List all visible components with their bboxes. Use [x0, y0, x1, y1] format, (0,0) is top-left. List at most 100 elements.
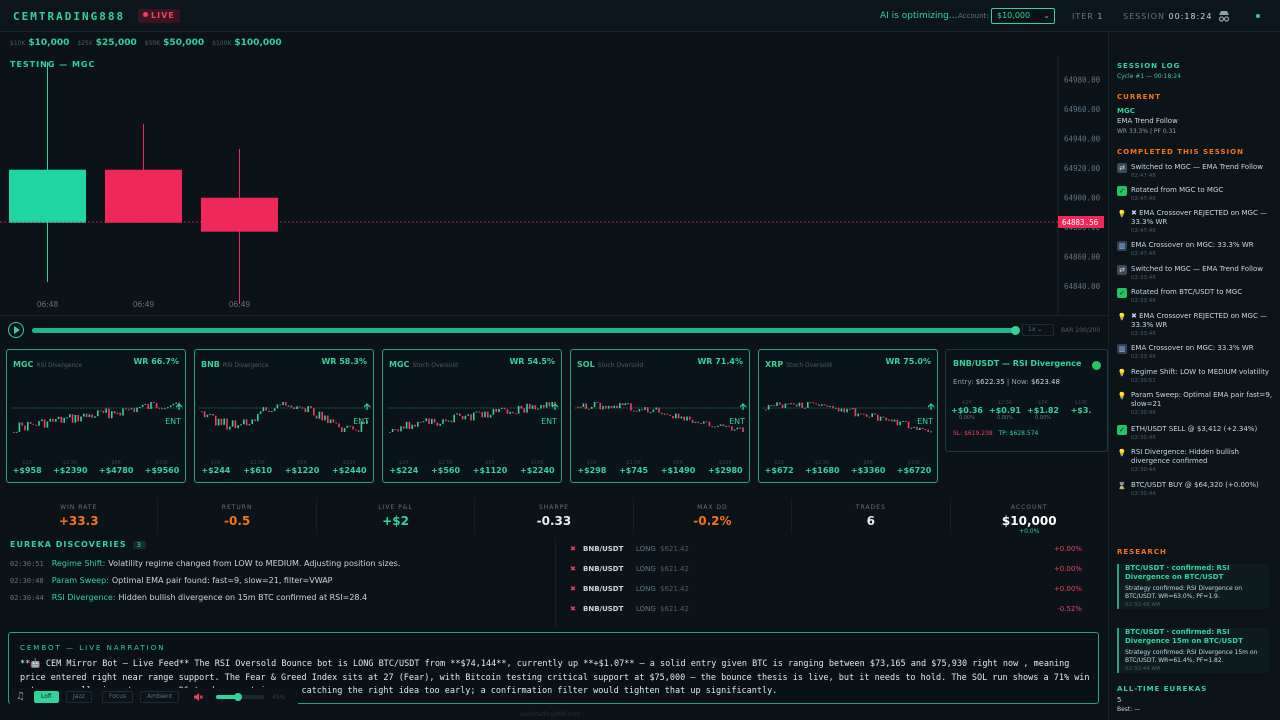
trade-row[interactable]: ✖ BNB/USDT LONG $621.42 +0.00%	[570, 545, 1090, 557]
projection-value: +$1.82	[1026, 406, 1059, 415]
log-time: 02:30:44	[1131, 491, 1156, 497]
play-button[interactable]	[8, 322, 24, 338]
mini-candle	[924, 429, 927, 431]
main-chart[interactable]: 64980.00 64960.00 64940.00 64920.00 64900.00…	[0, 56, 1108, 316]
session-sidebar: SESSION LOG Cycle #1 — 00:18:24 CURRENT …	[1108, 32, 1280, 720]
mood-tab-focus[interactable]: Focus	[102, 691, 134, 703]
trade-row[interactable]: ✖ BNB/USDT LONG $621.42 -0.52%	[570, 605, 1090, 617]
mini-candle	[577, 406, 579, 408]
projection-value: +$560	[431, 466, 461, 475]
mini-candle	[661, 412, 663, 415]
mini-candle	[69, 414, 71, 418]
sl-value: $619.238	[964, 430, 993, 437]
log-message: Switched to MGC — EMA Trend Follow	[1131, 265, 1263, 273]
mini-candle	[55, 419, 57, 422]
strategy-card[interactable]: BNB RSI Divergence WR 58.3% ENT $1K +$244 $2.5…	[194, 349, 374, 483]
playback-progress-fill	[32, 328, 1016, 333]
eureka-message: Volatility regime changed from LOW to ME…	[108, 559, 401, 568]
check-icon: ✓	[1117, 186, 1127, 196]
research-item[interactable]: BTC/USDT · confirmed: RSI Divergence on …	[1117, 564, 1269, 609]
mini-candle	[422, 421, 425, 423]
mini-candle	[346, 425, 349, 428]
chart-icon: ▥	[1117, 241, 1127, 251]
stat-account: ACCOUNT $10,000 +0.0%	[951, 498, 1108, 535]
mini-candle	[927, 429, 929, 432]
mini-candle	[680, 416, 683, 419]
projection-capital: $1K	[774, 460, 784, 466]
strategy-card[interactable]: MGC RSI Divergence WR 66.7% ENT $1K +$958 $2.5…	[6, 349, 186, 483]
log-time: 02:30:48	[1131, 435, 1156, 441]
mini-candle	[57, 416, 60, 420]
eureka-time: 02:30:48	[10, 577, 44, 585]
mini-candle	[296, 406, 298, 410]
mini-candle	[161, 408, 163, 410]
mini-candle	[921, 427, 924, 430]
y-tick-label: 64840.00	[1064, 282, 1101, 291]
mini-candle	[773, 405, 775, 407]
trade-symbol: BNB/USDT	[583, 585, 624, 593]
mini-candle	[534, 405, 537, 410]
log-message: BTC/USDT BUY @ $64,320 (+0.00%)	[1131, 481, 1259, 489]
trade-row[interactable]: ✖ BNB/USDT LONG $621.42 +0.00%	[570, 565, 1090, 577]
mini-candle	[501, 407, 503, 410]
mini-candle	[46, 421, 49, 428]
mini-candle	[450, 420, 453, 423]
projection-value: +$0.36	[950, 406, 983, 415]
research-item[interactable]: BTC/USDT · confirmed: RSI Divergence 15m…	[1117, 628, 1269, 673]
incognito-icon[interactable]	[1217, 9, 1231, 23]
projection: $5K +$1120	[473, 460, 508, 475]
mini-candle	[88, 414, 91, 418]
projection-value: +$1490	[660, 466, 696, 475]
mini-candle	[21, 422, 23, 426]
milestone-sub: $100K	[212, 40, 232, 47]
eureka-key: Param Sweep:	[51, 576, 109, 585]
trade-row[interactable]: ✖ BNB/USDT LONG $621.42 +0.00%	[570, 585, 1090, 597]
mini-candle	[677, 413, 680, 419]
projection-value: +$2390	[52, 466, 88, 475]
stat-value: $10,000	[1001, 514, 1057, 528]
mini-candle	[394, 428, 397, 430]
eureka-key: Regime Shift:	[51, 559, 106, 568]
mini-candle	[99, 410, 102, 412]
mini-candle	[102, 410, 105, 413]
mood-tab-lofi[interactable]: Lofi	[34, 691, 59, 703]
mini-candle	[916, 426, 918, 431]
log-text: RSI Divergence: Hidden bullish divergenc…	[1131, 448, 1277, 474]
mini-candle	[248, 424, 251, 426]
mini-candle	[290, 405, 293, 408]
log-message: EMA Crossover on MGC: 33.3% WR	[1131, 344, 1254, 352]
entry-marker-label: ENT	[917, 417, 933, 426]
mini-candle	[902, 421, 904, 423]
log-text: Regime Shift: LOW to MEDIUM volatility 02…	[1131, 368, 1277, 385]
card-strategy: Stoch Oversold	[412, 362, 458, 369]
eureka-key: RSI Divergence:	[51, 593, 116, 602]
iter-label: ITER	[1072, 12, 1094, 21]
position-detail-card[interactable]: BNB/USDT — RSI Divergence Entry: $622.35…	[945, 349, 1108, 452]
mute-icon[interactable]	[193, 692, 203, 702]
mini-candle	[605, 405, 607, 409]
strategy-card[interactable]: SOL Stoch Oversold WR 71.4% ENT $1K +$298 $2.5…	[570, 349, 750, 483]
mini-candle	[279, 404, 281, 406]
mood-tab-jazz[interactable]: Jazz	[66, 691, 92, 703]
mini-candle	[512, 411, 514, 414]
mini-candle	[832, 405, 834, 409]
mini-candle	[893, 419, 896, 422]
volume-handle[interactable]	[233, 693, 242, 701]
strategy-card[interactable]: MGC Stoch Oversold WR 54.5% ENT $1K +$224 $2.5…	[382, 349, 562, 483]
projection-value: +$6720	[896, 466, 932, 475]
volume-slider[interactable]	[216, 693, 264, 701]
alltime-value: 5	[1117, 696, 1122, 704]
strategy-card[interactable]: XRP Stoch Oversold WR 75.0% ENT $1K +$672 $2.5…	[758, 349, 938, 483]
mini-candle	[616, 405, 618, 409]
log-text: Switched to MGC — EMA Trend Follow 02:33:…	[1131, 265, 1277, 282]
card-symbol-text: SOL	[577, 360, 595, 369]
speed-select[interactable]: 1x ⌄	[1022, 324, 1054, 336]
mood-tab-ambient[interactable]: Ambient	[140, 691, 180, 703]
alltime-label: ALL-TIME EUREKAS	[1117, 685, 1208, 693]
mini-candle	[77, 414, 79, 422]
mini-candle	[299, 406, 301, 408]
playback-scrubber-handle[interactable]	[1011, 326, 1021, 335]
mini-candle	[223, 418, 225, 425]
account-select[interactable]: $10,000 ⌄	[991, 8, 1055, 24]
playback-progress[interactable]	[32, 326, 1021, 335]
